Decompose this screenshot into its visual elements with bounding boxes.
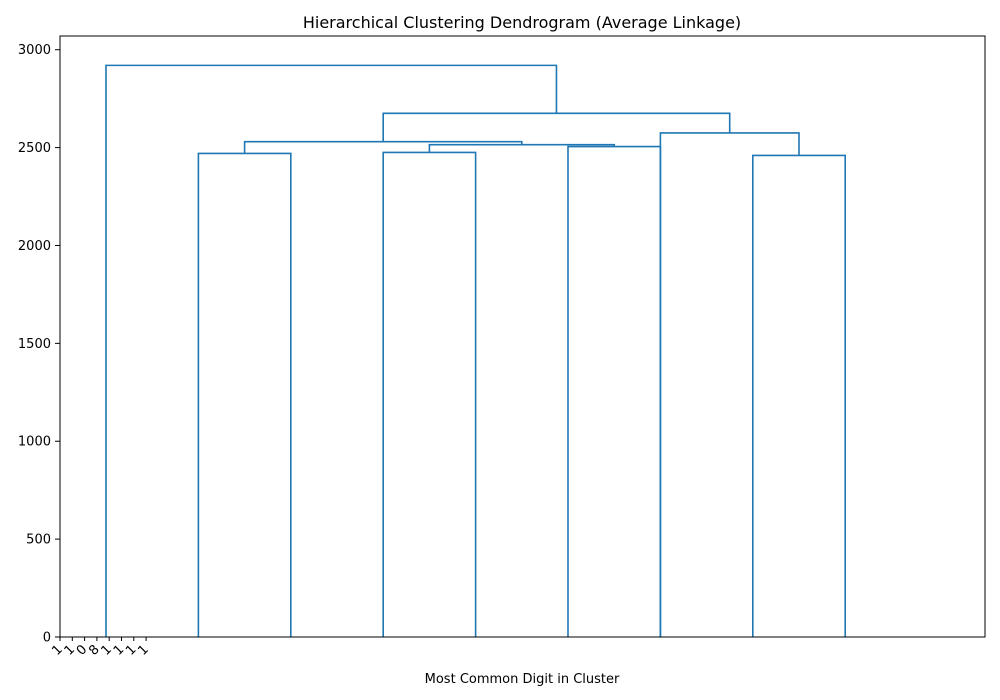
y-tick-label: 1000 — [18, 435, 51, 450]
y-tick-label: 1500 — [18, 337, 51, 352]
x-axis-label: Most Common Digit in Cluster — [425, 672, 620, 687]
chart-title: Hierarchical Clustering Dendrogram (Aver… — [303, 13, 741, 32]
y-tick-label: 2500 — [18, 141, 51, 156]
y-axis: 0 500 1000 1500 2000 2500 3000 — [18, 43, 60, 646]
y-tick-label: 500 — [26, 533, 51, 548]
dendrogram-links — [105, 64, 846, 637]
plot-frame — [59, 35, 986, 638]
dendrogram-link — [428, 143, 615, 153]
dendrogram-link — [105, 64, 558, 637]
dendrogram-link — [659, 132, 800, 637]
dendrogram-link — [382, 112, 731, 142]
y-tick-label: 3000 — [18, 43, 51, 58]
dendrogram-link — [382, 151, 477, 637]
dendrogram-link — [567, 145, 662, 637]
leaf-label: 1 — [135, 642, 151, 658]
dendrogram-link — [752, 154, 846, 637]
dendrogram-link — [197, 152, 292, 637]
y-tick-label: 2000 — [18, 239, 51, 254]
y-tick-label: 0 — [43, 631, 51, 646]
